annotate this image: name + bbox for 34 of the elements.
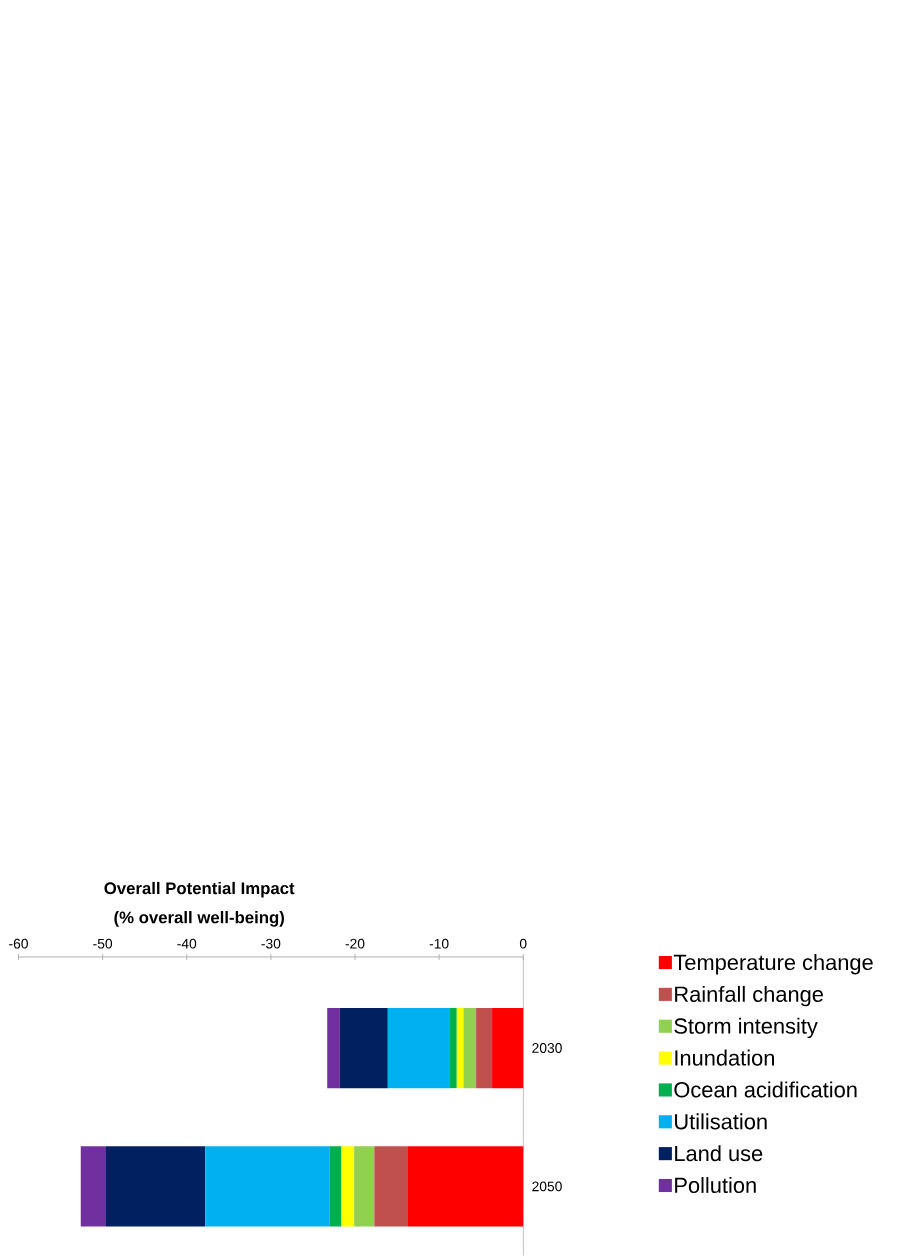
bar	[476, 1007, 493, 1089]
y-tick-label: 2030	[532, 1043, 562, 1053]
legend-label: Temperature change	[673, 954, 873, 975]
x-tick-label: -40	[177, 938, 197, 949]
x-tick-label: -20	[345, 938, 365, 949]
x-tick-label: -30	[261, 938, 281, 949]
bar	[205, 1146, 330, 1227]
x-tick-label: -50	[93, 938, 113, 949]
bar	[374, 1146, 409, 1227]
bar	[329, 1146, 342, 1227]
bar	[80, 1146, 107, 1227]
bar	[339, 1007, 388, 1089]
chart-subtitle: (% overall well-being)	[114, 911, 285, 927]
legend-label: Pollution	[675, 1177, 756, 1194]
bar	[450, 1007, 457, 1089]
chart-title: Overall Potential Impact	[104, 881, 295, 898]
bar	[341, 1146, 355, 1227]
legend-label: Rainfall change	[675, 985, 824, 1007]
x-tick-label: 0	[520, 938, 527, 949]
x-tick-label: -60	[9, 938, 29, 949]
y-tick-label: 2050	[532, 1181, 562, 1192]
bar	[492, 1007, 524, 1089]
legend-label: Ocean acidification	[674, 1081, 857, 1098]
bar	[354, 1146, 375, 1227]
legend-label: Inundation	[675, 1049, 775, 1066]
bar	[408, 1146, 524, 1227]
bar	[387, 1007, 451, 1089]
legend-label: Land use	[675, 1145, 763, 1162]
x-tick-label: -10	[429, 938, 449, 949]
bar	[106, 1146, 206, 1227]
legend-label: Storm intensity	[674, 1017, 818, 1039]
bar	[463, 1007, 477, 1089]
legend-label: Utilisation	[675, 1113, 767, 1130]
bar	[327, 1007, 340, 1089]
